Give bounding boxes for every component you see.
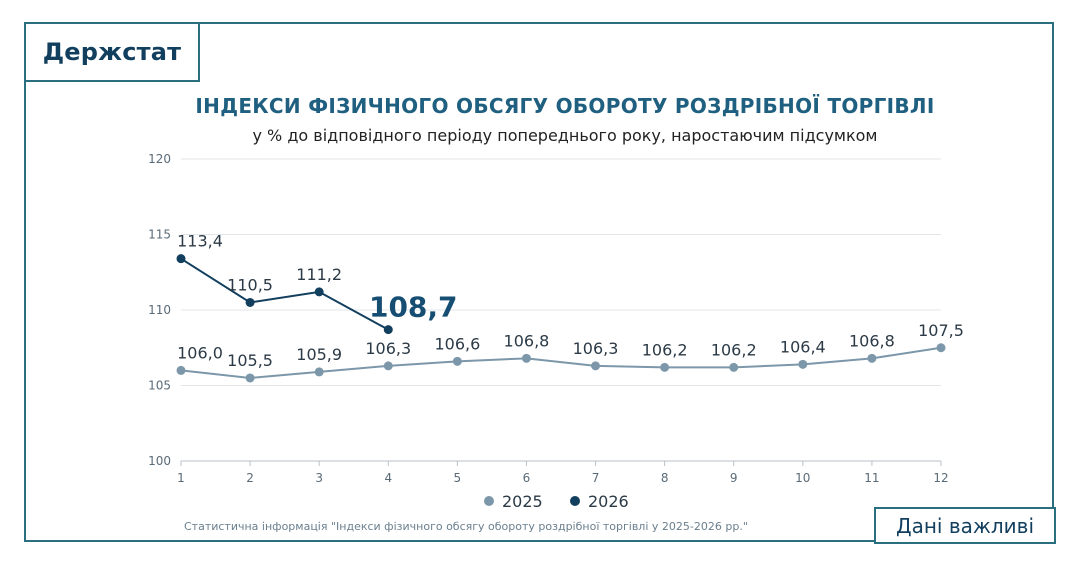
- data-label-2025: 106,3: [365, 339, 411, 358]
- data-label-2025: 106,6: [434, 334, 480, 353]
- y-tick-label: 110: [148, 303, 171, 317]
- data-point-2026: [245, 297, 255, 307]
- data-point-2025: [936, 343, 946, 353]
- legend-label-2025: 2025: [502, 492, 543, 511]
- x-tick-label: 2: [246, 471, 254, 485]
- data-label-2025: 105,9: [296, 345, 342, 364]
- chart-subtitle: у % до відповідного періоду попереднього…: [252, 126, 878, 145]
- data-label-2026: 113,4: [177, 232, 223, 251]
- data-label-2025: 106,8: [849, 331, 895, 350]
- x-tick-label: 6: [523, 471, 531, 485]
- brand-logo-box: Держстат: [24, 22, 200, 82]
- data-label-2025: 106,2: [642, 340, 688, 359]
- data-label-2025: 106,3: [573, 339, 619, 358]
- x-tick-label: 4: [384, 471, 392, 485]
- data-label-2025: 106,0: [177, 343, 223, 362]
- data-point-2025: [452, 356, 462, 366]
- data-label-2025: 106,8: [504, 331, 550, 350]
- data-label-2025: 107,5: [918, 321, 964, 340]
- legend-marker-2025: [484, 496, 494, 506]
- y-tick-label: 100: [148, 454, 171, 468]
- data-point-2025: [591, 361, 601, 371]
- source-note: Статистична інформація "Індекси фізичног…: [184, 520, 748, 533]
- data-point-2025: [245, 373, 255, 383]
- data-point-2025: [729, 362, 739, 372]
- brand-logo: Держстат: [42, 38, 182, 66]
- data-label-2025: 105,5: [227, 351, 273, 370]
- data-point-2025: [314, 367, 324, 377]
- outer-frame: [24, 22, 1054, 542]
- data-point-2026: [314, 287, 324, 297]
- x-tick-label: 9: [730, 471, 738, 485]
- data-point-2026: [176, 254, 186, 264]
- legend-label-2026: 2026: [588, 492, 629, 511]
- data-point-2026: [383, 325, 393, 335]
- x-tick-label: 10: [795, 471, 810, 485]
- legend-marker-2026: [570, 496, 580, 506]
- x-tick-label: 12: [933, 471, 948, 485]
- data-label-2025: 106,2: [711, 340, 757, 359]
- y-tick-label: 115: [148, 228, 171, 242]
- x-tick-label: 11: [864, 471, 879, 485]
- x-tick-label: 5: [454, 471, 462, 485]
- data-point-2025: [383, 361, 393, 371]
- chart-title: ІНДЕКСИ ФІЗИЧНОГО ОБСЯГУ ОБОРОТУ РОЗДРІБ…: [195, 94, 935, 118]
- x-tick-label: 8: [661, 471, 669, 485]
- tagline: Дані важливі: [895, 513, 1035, 538]
- data-label-2025: 106,4: [780, 337, 826, 356]
- tagline-box: Дані важливі: [874, 507, 1056, 544]
- data-point-2025: [867, 353, 877, 363]
- series-line-2025: [180, 346, 942, 379]
- series-line-2026: [180, 257, 389, 331]
- data-label-2026: 108,7: [369, 291, 458, 324]
- y-tick-label: 105: [148, 379, 171, 393]
- data-label-2026: 111,2: [296, 265, 342, 284]
- data-point-2025: [798, 359, 808, 369]
- data-point-2025: [521, 353, 531, 363]
- y-tick-label: 120: [148, 152, 171, 166]
- x-tick-label: 1: [177, 471, 185, 485]
- x-tick-label: 3: [315, 471, 323, 485]
- data-point-2025: [176, 365, 186, 375]
- x-tick-label: 7: [592, 471, 600, 485]
- data-label-2026: 110,5: [227, 275, 273, 294]
- data-point-2025: [660, 362, 670, 372]
